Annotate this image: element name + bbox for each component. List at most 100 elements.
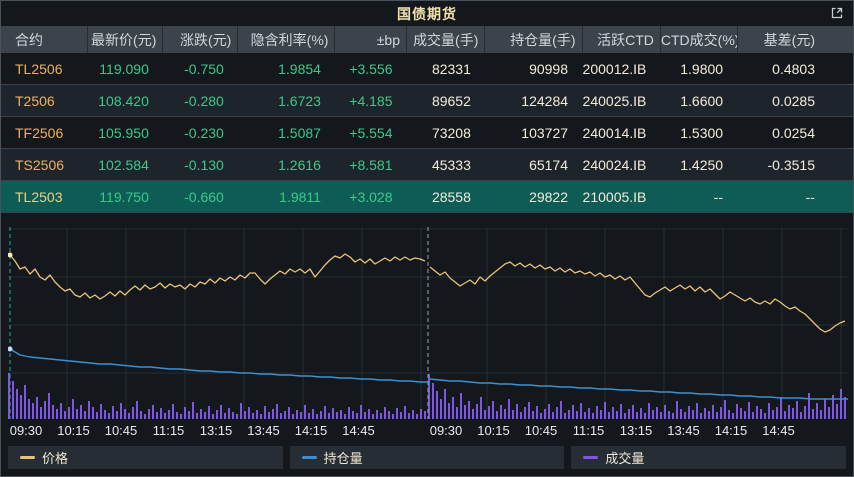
ctd-pct-cell: 1.5300 [660, 116, 738, 149]
change-cell: -0.660 [162, 180, 238, 213]
futures-table: 合约 最新价(元) 涨跌(元) 隐含利率(%) ±bp 成交量(手) 持仓量(手… [1, 26, 853, 213]
col-header-open-interest: 持仓量(手) [484, 26, 583, 53]
col-header-implied-rate: 隐含利率(%) [237, 26, 335, 53]
implied-rate-cell: 1.2616 [237, 148, 335, 181]
bp-cell: +4.185 [334, 84, 407, 117]
implied-rate-cell: 1.9811 [237, 180, 335, 213]
table-row-TF2506[interactable]: TF2506 105.950 -0.230 1.5087 +5.554 7320… [1, 116, 853, 149]
basis-cell: 0.0254 [737, 116, 853, 149]
x-axis-label: 11:15 [152, 423, 185, 438]
implied-rate-cell: 1.6723 [237, 84, 335, 117]
ctd-pct-cell: 1.9800 [660, 53, 738, 85]
x-axis-label: 10:15 [57, 423, 90, 438]
last-price-cell: 102.584 [87, 148, 163, 181]
x-axis-label: 10:45 [104, 423, 138, 438]
ctd-pct-cell: 1.6600 [660, 84, 738, 117]
last-price-cell: 108.420 [87, 84, 163, 117]
futures-chart[interactable] [8, 227, 848, 419]
col-header-ctd-pct: CTD成交(%) [659, 26, 738, 53]
legend-label: 持仓量 [323, 451, 363, 466]
table-body: TL2506 119.090 -0.750 1.9854 +3.556 8233… [1, 53, 853, 213]
legend-label: 价格 [42, 451, 69, 466]
ctd-pct-cell: 1.4250 [660, 148, 738, 181]
active-ctd-cell: 200012.IB [582, 53, 661, 85]
x-axis-labels: 09:30 10:15 10:45 11:15 13:15 13:45 14:15 14:45… [8, 422, 846, 440]
table-row-T2506[interactable]: T2506 108.420 -0.280 1.6723 +4.185 89652… [1, 84, 853, 117]
implied-rate-cell: 1.9854 [237, 53, 335, 85]
bp-cell: +8.581 [334, 148, 407, 181]
col-header-change: 涨跌(元) [162, 26, 238, 53]
volume-cell: 45333 [406, 148, 485, 181]
active-ctd-cell: 240014.IB [582, 116, 661, 149]
change-cell: -0.130 [162, 148, 238, 181]
table-row-TL2503-selected[interactable]: TL2503 119.750 -0.660 1.9811 +3.028 2855… [1, 180, 853, 213]
table-row-TL2506[interactable]: TL2506 119.090 -0.750 1.9854 +3.556 8233… [1, 53, 853, 85]
col-header-last-price: 最新价(元) [87, 26, 163, 53]
open-interest-cell: 65174 [484, 148, 583, 181]
active-ctd-cell: 240025.IB [582, 84, 661, 117]
volume-cell: 28558 [406, 180, 485, 213]
x-axis-label: 13:45 [247, 423, 280, 438]
contract-cell: TL2503 [1, 180, 88, 213]
x-axis-label: 09:30 [9, 423, 43, 438]
implied-rate-cell: 1.5087 [237, 116, 335, 149]
last-price-cell: 119.750 [87, 180, 163, 213]
expand-icon[interactable] [829, 5, 845, 21]
open-interest-cell: 90998 [484, 53, 583, 85]
table-row-TS2506[interactable]: TS2506 102.584 -0.130 1.2616 +8.581 4533… [1, 148, 853, 181]
chart-area: 09:30 10:15 10:45 11:15 13:15 13:45 14:15 14:45… [8, 227, 848, 440]
open-interest-line-swatch-icon [301, 456, 317, 459]
change-cell: -0.750 [162, 53, 238, 85]
bp-cell: +5.554 [334, 116, 407, 149]
ctd-pct-cell: -- [660, 180, 738, 213]
x-axis-label: 11:15 [572, 423, 605, 438]
contract-cell: T2506 [1, 84, 88, 117]
panel-title: 国债期货 [397, 5, 457, 22]
contract-cell: TF2506 [1, 116, 88, 149]
title-bar: 国债期货 [1, 1, 853, 26]
legend-item-price[interactable]: 价格 [8, 446, 283, 469]
legend-label: 成交量 [605, 451, 645, 466]
basis-cell: 0.0285 [737, 84, 853, 117]
legend-item-volume[interactable]: 成交量 [571, 446, 847, 469]
table-header-row: 合约 最新价(元) 涨跌(元) 隐含利率(%) ±bp 成交量(手) 持仓量(手… [1, 26, 853, 53]
volume-cell: 89652 [406, 84, 485, 117]
x-axis-label: 14:45 [762, 423, 795, 438]
basis-cell: -0.3515 [737, 148, 853, 181]
x-axis-label: 13:15 [199, 423, 233, 438]
price-line-swatch-icon [20, 456, 35, 459]
change-cell: -0.230 [162, 116, 238, 149]
open-interest-cell: 124284 [484, 84, 583, 117]
open-interest-cell: 103727 [484, 116, 583, 149]
bp-cell: +3.028 [334, 180, 407, 213]
open-interest-cell: 29822 [484, 180, 583, 213]
x-axis-label: 09:30 [429, 423, 463, 438]
col-header-bp: ±bp [334, 26, 407, 53]
col-header-active-ctd: 活跃CTD [581, 26, 661, 53]
change-cell: -0.280 [162, 84, 238, 117]
legend-item-open-interest[interactable]: 持仓量 [289, 446, 565, 469]
x-axis-label: 14:15 [714, 423, 748, 438]
contract-cell: TS2506 [1, 148, 88, 181]
basis-cell: -- [737, 180, 853, 213]
chart-legend: 价格 持仓量 成交量 [8, 446, 847, 469]
x-axis-label: 13:45 [667, 423, 700, 438]
col-header-contract: 合约 [1, 26, 88, 53]
col-header-volume: 成交量(手) [406, 26, 485, 53]
bp-cell: +3.556 [334, 53, 407, 85]
contract-cell: TL2506 [1, 53, 88, 85]
active-ctd-cell: 240024.IB [582, 148, 661, 181]
x-axis-label: 13:15 [619, 423, 653, 438]
x-axis-label: 14:45 [342, 423, 375, 438]
volume-cell: 73208 [406, 116, 485, 149]
active-ctd-cell: 210005.IB [582, 180, 661, 213]
x-axis-label: 14:15 [294, 423, 328, 438]
volume-cell: 82331 [406, 53, 485, 85]
col-header-basis: 基差(元) [736, 26, 853, 53]
volume-bar-swatch-icon [583, 456, 599, 459]
x-axis-label: 10:15 [477, 423, 510, 438]
basis-cell: 0.4803 [737, 53, 853, 85]
last-price-cell: 119.090 [87, 53, 163, 85]
last-price-cell: 105.950 [87, 116, 163, 149]
